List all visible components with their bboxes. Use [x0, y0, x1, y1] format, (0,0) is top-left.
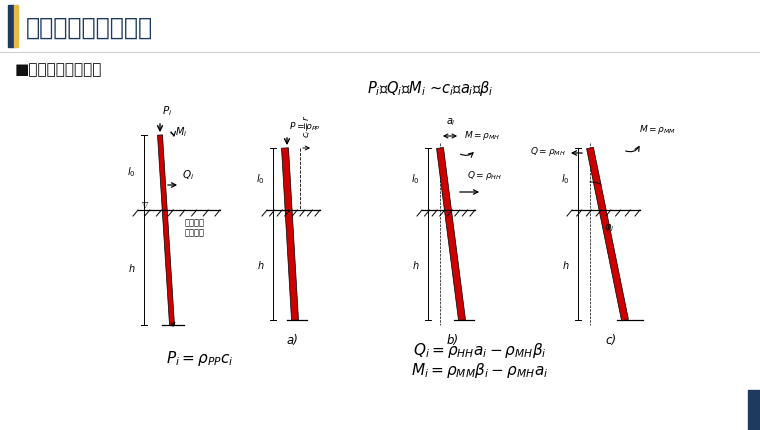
- Polygon shape: [436, 147, 465, 320]
- Text: $P_i$、$Q_i$、$M_i$ ~$c_i$、$a_i$、$\beta_i$: $P_i$、$Q_i$、$M_i$ ~$c_i$、$a_i$、$\beta_i$: [366, 79, 493, 98]
- Text: $P_i = \rho_{PP}c_i$: $P_i = \rho_{PP}c_i$: [166, 348, 234, 368]
- Text: 部冲刷线: 部冲刷线: [185, 228, 205, 237]
- Text: $M_i$: $M_i$: [175, 125, 187, 139]
- Text: $M=\rho_{MH}$: $M=\rho_{MH}$: [464, 129, 501, 142]
- Text: $h$: $h$: [128, 261, 136, 273]
- Text: $Q_i$: $Q_i$: [182, 168, 194, 182]
- Text: $Q_i = \rho_{HH}a_i - \rho_{MH}\beta_i$: $Q_i = \rho_{HH}a_i - \rho_{MH}\beta_i$: [413, 341, 547, 359]
- Polygon shape: [157, 135, 175, 325]
- Text: $P=\rho_{PP}$: $P=\rho_{PP}$: [289, 120, 321, 133]
- Text: ▽: ▽: [142, 200, 148, 209]
- Text: $l_0$: $l_0$: [256, 172, 265, 186]
- Text: $l_0$: $l_0$: [128, 166, 136, 179]
- Text: $h$: $h$: [258, 259, 265, 271]
- Text: $l_0$: $l_0$: [562, 172, 570, 186]
- Text: 桩顶变位与外力关系: 桩顶变位与外力关系: [26, 16, 153, 40]
- Text: a): a): [286, 334, 298, 347]
- Bar: [748, 390, 760, 430]
- Text: $M_i = \rho_{MM}\beta_i - \rho_{MH}a_i$: $M_i = \rho_{MM}\beta_i - \rho_{MH}a_i$: [411, 360, 549, 380]
- Text: 地面或局: 地面或局: [185, 218, 205, 227]
- Polygon shape: [587, 147, 629, 321]
- Text: $a_i$: $a_i$: [446, 116, 456, 128]
- Polygon shape: [281, 148, 299, 320]
- Text: ■图解（刚度定义）: ■图解（刚度定义）: [15, 62, 103, 77]
- Text: b): b): [447, 334, 459, 347]
- Text: $h$: $h$: [562, 259, 570, 271]
- Text: $P_i$: $P_i$: [162, 104, 173, 118]
- Text: $\varphi_i$: $\varphi_i$: [604, 222, 614, 234]
- Text: $Q=\rho_{HH}$: $Q=\rho_{HH}$: [467, 169, 502, 182]
- Bar: [0, 0, 760, 52]
- Text: $h$: $h$: [413, 259, 420, 271]
- Bar: [14, 5, 18, 47]
- Bar: [8, 5, 14, 47]
- Text: $l_0$: $l_0$: [411, 172, 420, 186]
- Text: $Q=\rho_{MH}$: $Q=\rho_{MH}$: [530, 144, 566, 157]
- Text: $M=\rho_{MM}$: $M=\rho_{MM}$: [639, 123, 676, 136]
- Text: c): c): [606, 334, 616, 347]
- Text: $c_i=r$: $c_i=r$: [301, 114, 313, 138]
